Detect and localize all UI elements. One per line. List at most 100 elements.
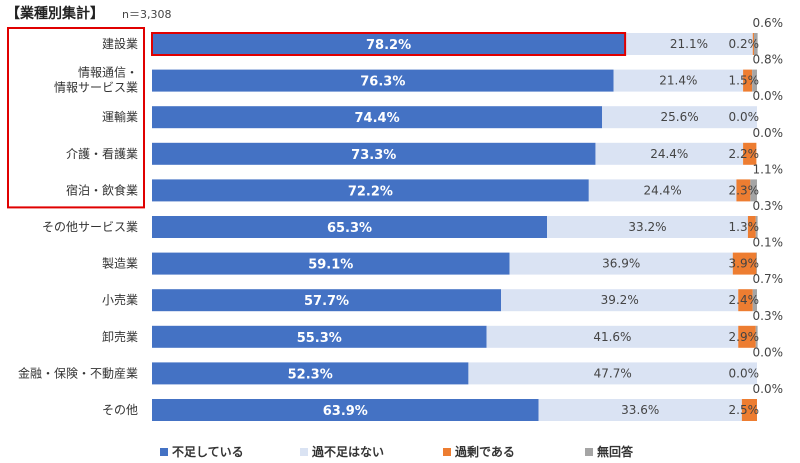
sample-size-note: n＝3,308 (122, 8, 171, 21)
legend-swatch (160, 448, 168, 456)
data-label: 78.2% (366, 38, 411, 53)
bar-series (152, 33, 758, 421)
bar-segment (752, 69, 757, 92)
category-label: その他サービス業 (42, 220, 138, 234)
data-label: 2.3% (729, 183, 760, 197)
data-label: 0.8% (753, 53, 784, 67)
category-label: その他 (102, 403, 138, 417)
legend-label: 過剰である (454, 444, 515, 459)
data-label: 0.2% (729, 37, 760, 51)
data-label: 41.6% (593, 330, 631, 344)
bar-segment (152, 179, 589, 202)
legend-label: 不足している (172, 445, 244, 459)
bar-segment (152, 106, 603, 129)
data-labels: 78.2% 21.1% 0.2% 0.6% 76.3% 21.4% 1.5% 0.8% 74.4… (288, 16, 783, 419)
category-label: 建設業 (102, 36, 138, 51)
bar-segment (752, 289, 757, 312)
bar-segment (509, 252, 733, 275)
bar-segment (152, 289, 502, 312)
data-label: 24.4% (650, 147, 688, 161)
bar-segment (152, 69, 614, 92)
bar-segment (152, 252, 510, 275)
data-label: 0.0% (729, 366, 760, 380)
bar-segment (755, 216, 758, 238)
category-label: 情報通信・情報サービス業 (54, 66, 138, 95)
bar-segment (152, 325, 487, 348)
bar-segment (152, 33, 626, 55)
bar-segment (743, 69, 753, 92)
bar-segment (755, 325, 758, 348)
data-label: 47.7% (594, 366, 632, 380)
data-label: 25.6% (660, 110, 698, 124)
highlighted-categories-box (7, 27, 145, 209)
bar-segment (602, 106, 757, 129)
data-label: 0.0% (753, 382, 784, 396)
bar-segment (732, 252, 757, 275)
data-label: 76.3% (360, 75, 405, 90)
data-label: 55.3% (297, 331, 342, 346)
chart-title: 【業種別集計】 (6, 5, 104, 22)
bar-segment (152, 362, 469, 385)
bar-segment (613, 69, 744, 92)
category-label: 宿泊・飲食業 (66, 182, 138, 197)
data-label: 3.9% (729, 257, 760, 271)
legend: 不足している 過不足はない 過剰である 無回答 (160, 444, 634, 459)
category-label: 運輸業 (102, 109, 138, 124)
data-label: 0.7% (753, 272, 784, 286)
data-label: 57.7% (304, 294, 349, 309)
data-label: 2.5% (729, 403, 760, 417)
bar-segment (588, 179, 737, 202)
data-label: 0.6% (753, 16, 784, 30)
bar-segment (738, 289, 753, 312)
data-label: 21.1% (670, 37, 708, 51)
bar-segment (486, 325, 739, 348)
data-label: 1.1% (753, 162, 784, 176)
bar-segment (595, 142, 744, 165)
data-label: 59.1% (308, 258, 353, 273)
data-label: 74.4% (355, 111, 400, 126)
bar-segment (538, 399, 742, 421)
data-label: 0.1% (753, 236, 784, 250)
data-label: 72.2% (348, 184, 393, 199)
bar-segment (752, 33, 754, 55)
data-label: 36.9% (602, 257, 640, 271)
bar-segment (547, 216, 748, 238)
data-label: 39.2% (601, 293, 639, 307)
legend-swatch (443, 448, 451, 456)
data-label: 33.6% (621, 403, 659, 417)
bar-segment (152, 216, 548, 238)
bar-segment (756, 252, 757, 275)
legend-label: 無回答 (597, 444, 634, 459)
category-label: 卸売業 (102, 329, 138, 344)
bar-segment (741, 399, 757, 421)
bar-segment (753, 33, 758, 55)
bar-segment (736, 179, 751, 202)
data-label: 0.3% (753, 309, 784, 323)
category-label: 製造業 (102, 257, 138, 271)
data-label: 63.9% (323, 404, 368, 419)
data-label: 0.3% (753, 199, 784, 213)
data-label: 52.3% (288, 367, 333, 382)
highlight-boxes (7, 27, 627, 209)
data-label: 1.5% (729, 74, 760, 88)
bar-segment (747, 216, 756, 238)
bar-segment (750, 179, 757, 202)
bar-segment (743, 142, 757, 165)
data-label: 0.0% (753, 126, 784, 140)
legend-label: 過不足はない (311, 444, 384, 459)
bar-segment (468, 362, 757, 385)
data-label: 65.3% (327, 221, 372, 236)
data-label: 2.2% (729, 147, 760, 161)
data-label: 0.0% (729, 110, 760, 124)
legend-swatch (585, 448, 593, 456)
legend-swatch (300, 448, 308, 456)
data-label: 0.0% (753, 345, 784, 359)
category-label: 金融・保険・不動産業 (18, 365, 138, 380)
data-label: 2.4% (729, 293, 760, 307)
category-label: 小売業 (102, 292, 138, 307)
bar-segment (625, 33, 753, 55)
bar-segment (501, 289, 739, 312)
data-label: 21.4% (659, 74, 697, 88)
category-labels: 建設業情報通信・情報サービス業運輸業介護・看護業宿泊・飲食業その他サービス業製造… (18, 36, 138, 417)
